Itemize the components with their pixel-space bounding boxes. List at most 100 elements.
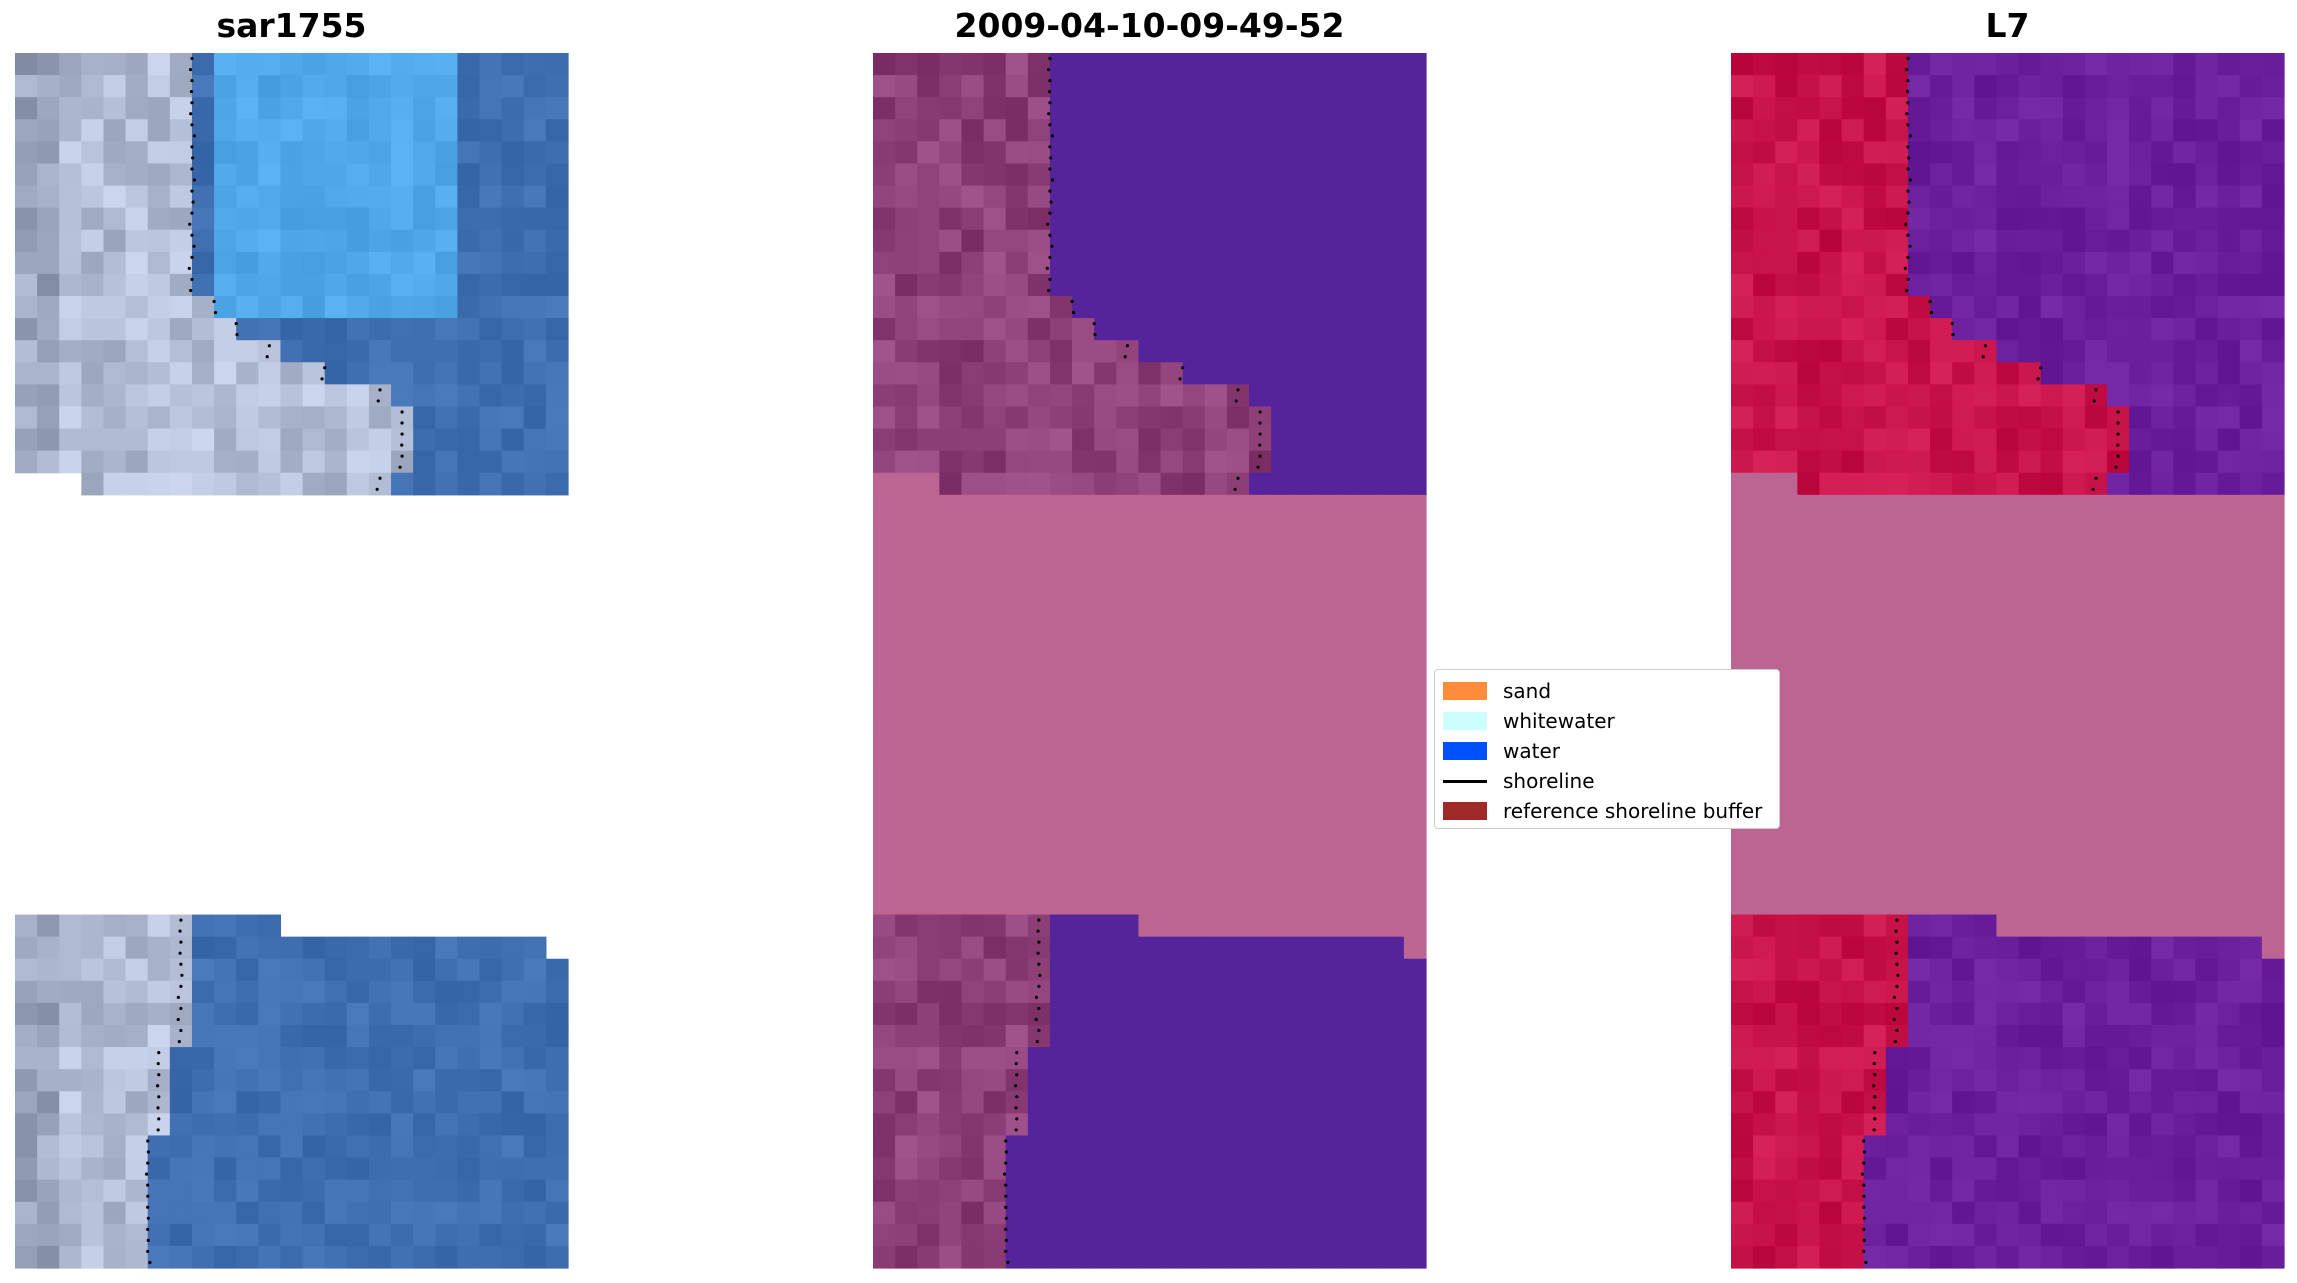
image-pixel	[1797, 870, 1821, 894]
image-pixel	[939, 583, 963, 606]
image-pixel	[1226, 494, 1250, 518]
image-pixel	[1271, 516, 1294, 540]
image-pixel	[1160, 892, 1184, 916]
shoreline-point	[1006, 1260, 1010, 1265]
image-pixel	[1841, 472, 1865, 496]
image-pixel	[1204, 340, 1228, 363]
image-pixel	[1907, 870, 1931, 894]
image-pixel	[1116, 75, 1140, 98]
image-pixel	[324, 296, 348, 319]
image-pixel	[1116, 1223, 1140, 1247]
image-pixel	[147, 1091, 171, 1114]
image-pixel	[2084, 141, 2108, 165]
image-pixel	[2018, 340, 2042, 363]
image-pixel	[1775, 516, 1798, 540]
image-pixel	[939, 1179, 963, 1203]
image-pixel	[545, 406, 569, 430]
image-pixel	[2062, 848, 2086, 871]
image-pixel	[523, 1135, 547, 1159]
image-pixel	[1116, 296, 1140, 319]
image-pixel	[2173, 141, 2197, 165]
image-pixel	[2151, 627, 2174, 651]
image-pixel	[59, 119, 82, 142]
image-pixel	[324, 450, 348, 474]
image-pixel	[1116, 936, 1140, 960]
image-pixel	[873, 627, 896, 651]
image-pixel	[895, 185, 918, 209]
image-pixel	[59, 1113, 82, 1137]
shoreline-point	[1014, 1106, 1018, 1110]
image-pixel	[1885, 1201, 1909, 1225]
image-pixel	[1005, 561, 1029, 584]
image-pixel	[1160, 782, 1184, 805]
image-pixel	[1337, 759, 1361, 783]
shoreline-point	[1004, 1205, 1008, 1209]
image-pixel	[37, 273, 60, 297]
image-pixel	[280, 296, 304, 319]
image-pixel	[939, 516, 963, 540]
image-pixel	[1907, 296, 1931, 319]
shoreline-point	[1895, 1028, 1899, 1033]
image-pixel	[1753, 119, 1776, 142]
image-pixel	[1731, 1179, 1754, 1203]
image-pixel	[413, 273, 436, 297]
image-pixel	[2107, 583, 2130, 606]
image-pixel	[1797, 737, 1821, 761]
image-pixel	[103, 1113, 127, 1137]
image-pixel	[125, 318, 149, 341]
image-pixel	[324, 1135, 348, 1159]
image-pixel	[1226, 428, 1250, 452]
image-pixel	[1049, 75, 1073, 98]
image-pixel	[1249, 75, 1272, 98]
image-pixel	[81, 406, 105, 430]
image-pixel	[1952, 428, 1975, 452]
image-pixel	[2107, 892, 2130, 916]
image-pixel	[1731, 207, 1754, 231]
image-pixel	[873, 1157, 896, 1181]
image-pixel	[1952, 251, 1975, 275]
image-pixel	[1293, 914, 1316, 938]
image-pixel	[2173, 494, 2197, 518]
image-pixel	[37, 207, 60, 231]
image-pixel	[1271, 273, 1294, 297]
shoreline-point	[1258, 443, 1262, 447]
image-pixel	[1403, 1091, 1427, 1114]
image-pixel	[545, 1223, 569, 1247]
image-pixel	[2018, 1223, 2042, 1247]
image-pixel	[1753, 450, 1776, 474]
image-pixel	[2040, 737, 2064, 761]
image-pixel	[2040, 870, 2064, 894]
image-pixel	[2217, 340, 2241, 363]
image-pixel	[1315, 782, 1339, 805]
image-pixel	[917, 583, 940, 606]
image-pixel	[15, 97, 38, 120]
image-pixel	[147, 914, 171, 938]
image-pixel	[1775, 163, 1798, 187]
image-pixel	[1072, 914, 1095, 938]
image-pixel	[1204, 384, 1228, 408]
image-pixel	[961, 737, 985, 761]
image-pixel	[147, 406, 171, 430]
shoreline-point	[2036, 377, 2040, 381]
image-pixel	[1005, 715, 1029, 739]
image-pixel	[1359, 539, 1383, 562]
image-pixel	[1116, 914, 1140, 938]
image-pixel	[1138, 649, 1162, 673]
image-pixel	[1094, 1047, 1117, 1070]
image-pixel	[1974, 75, 1998, 98]
image-pixel	[1049, 340, 1073, 363]
image-pixel	[2195, 273, 2219, 297]
image-pixel	[1907, 450, 1931, 474]
image-pixel	[545, 119, 569, 142]
image-pixel	[1337, 737, 1361, 761]
image-pixel	[302, 1025, 326, 1048]
shoreline-point	[156, 1062, 160, 1066]
image-pixel	[1996, 627, 2020, 651]
image-pixel	[917, 1025, 940, 1048]
image-pixel	[1731, 75, 1754, 98]
image-pixel	[346, 273, 370, 297]
image-pixel	[1359, 1002, 1383, 1026]
image-pixel	[1182, 1113, 1206, 1137]
image-pixel	[346, 163, 370, 187]
image-pixel	[2107, 296, 2130, 319]
